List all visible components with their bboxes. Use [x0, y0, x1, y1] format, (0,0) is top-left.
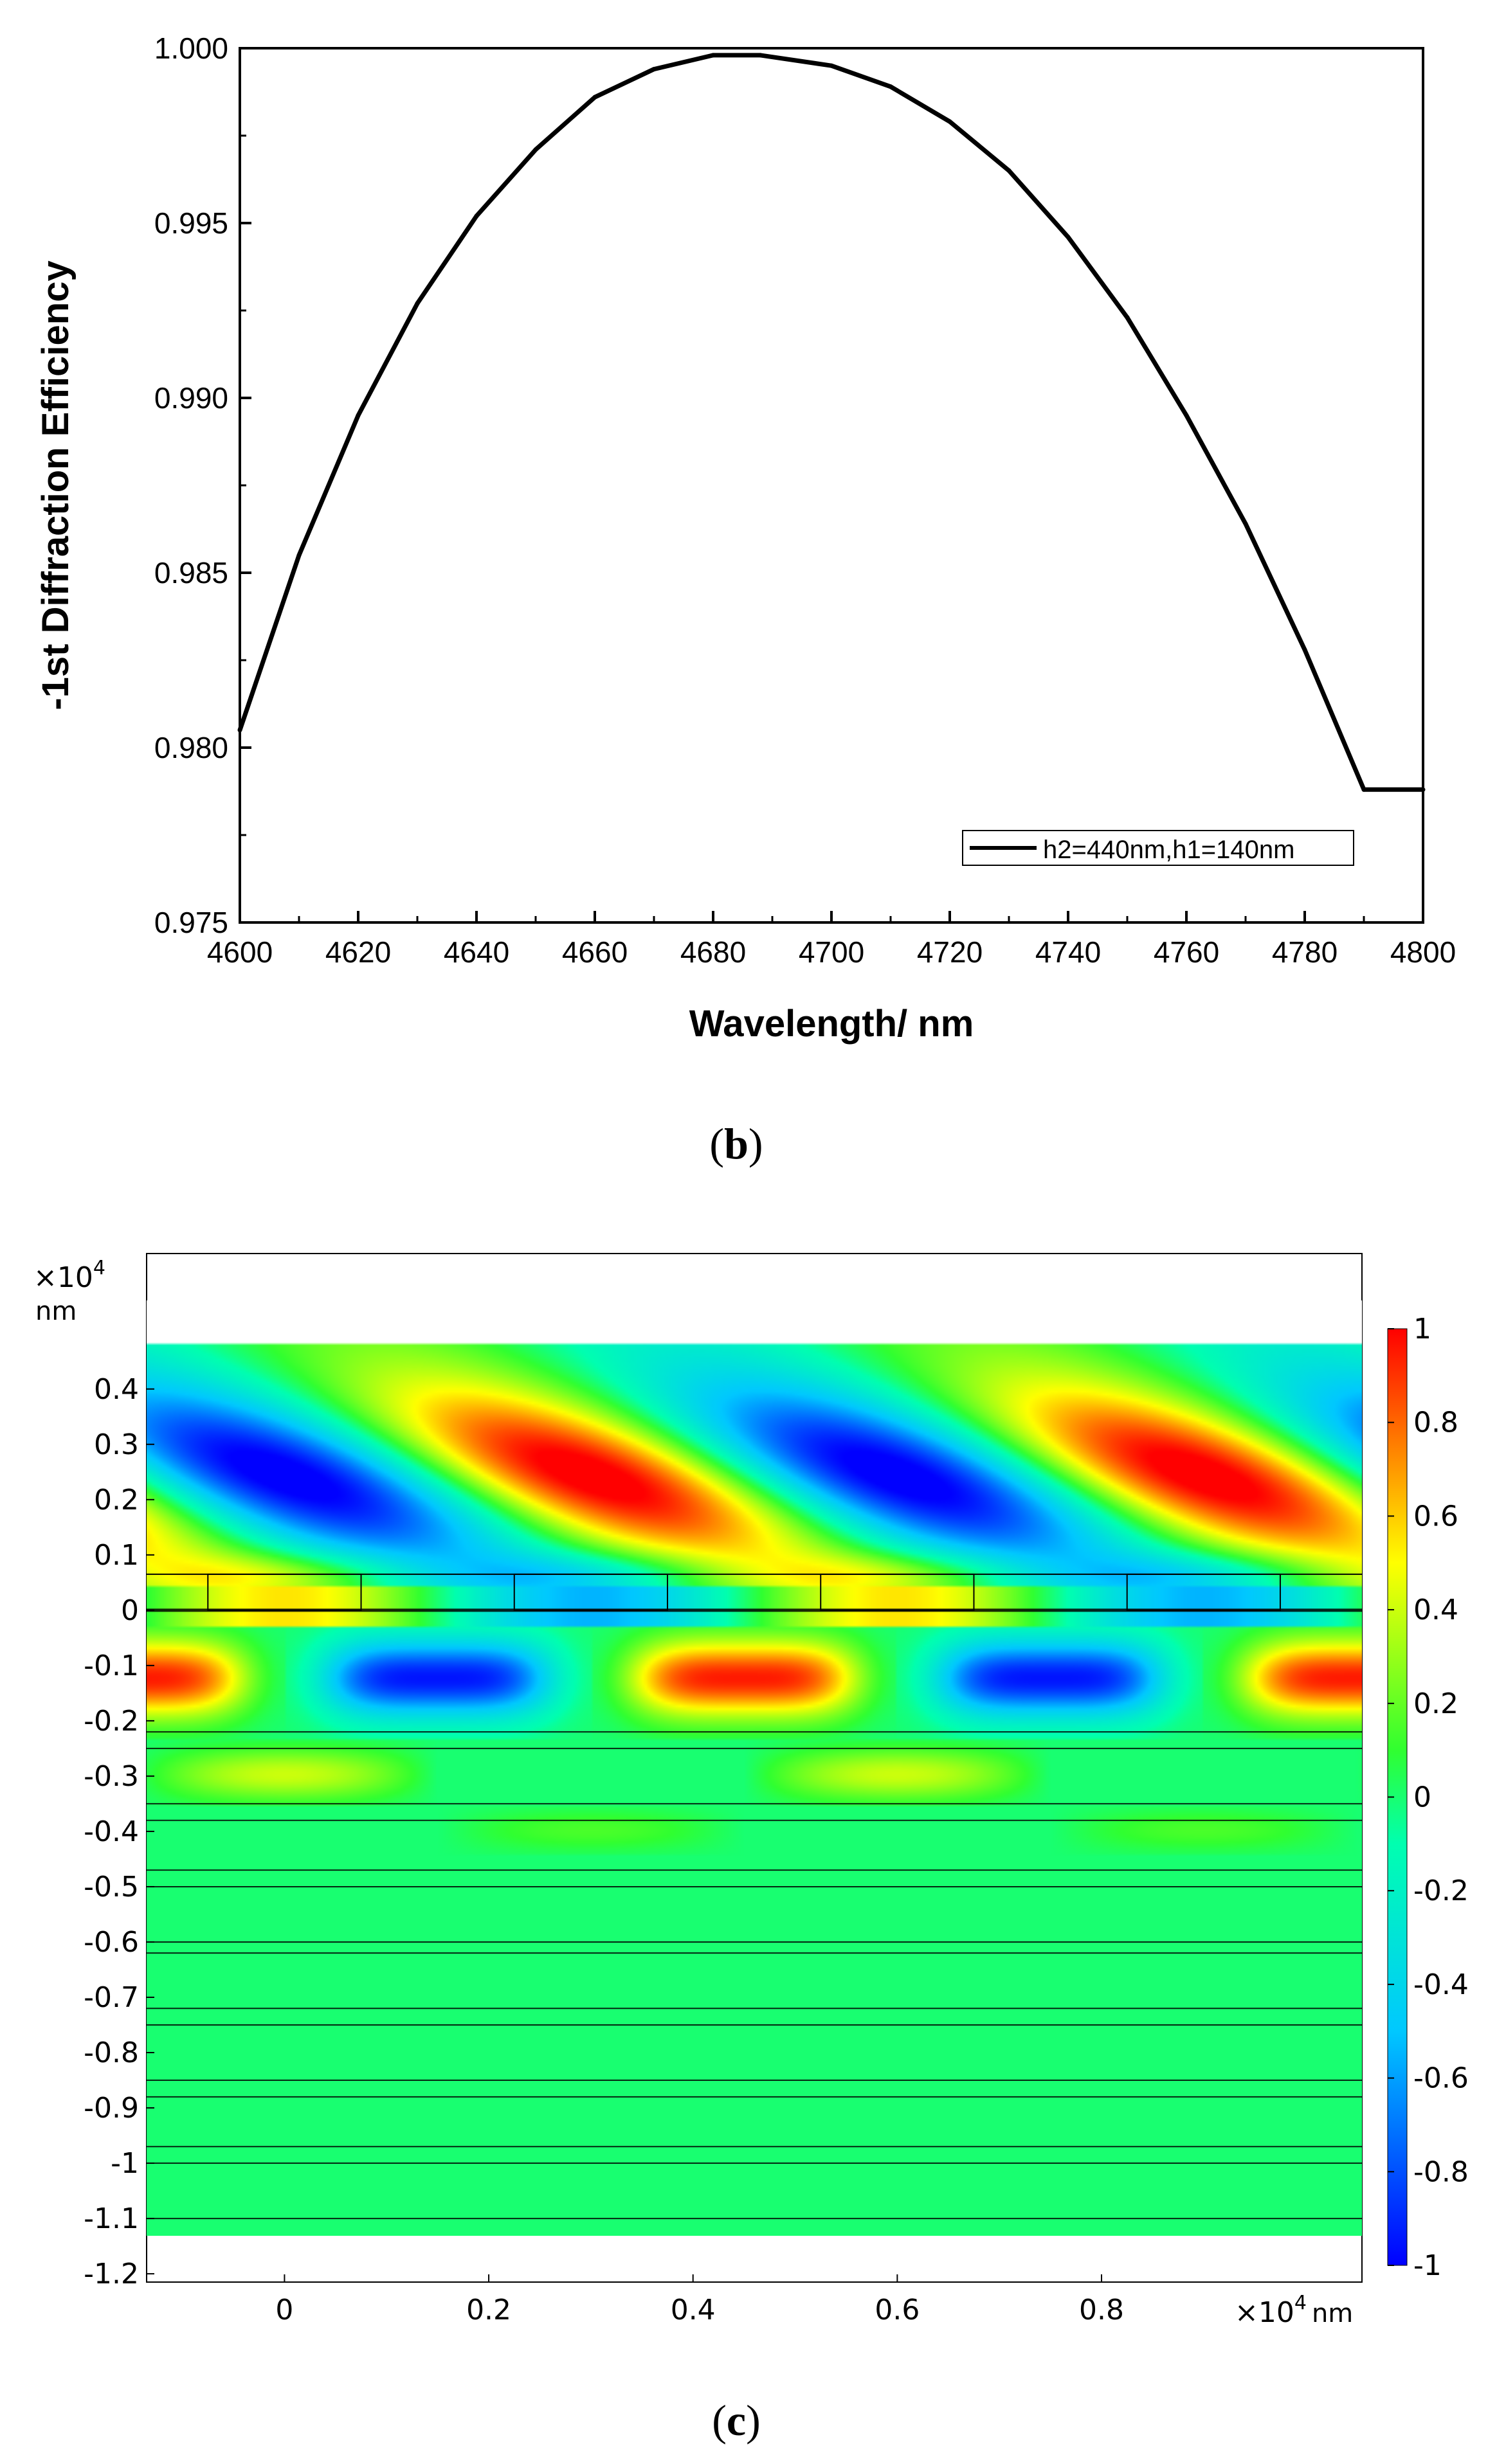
- y-tick-label: 0.2: [94, 1484, 139, 1516]
- y-tick-label: 0.4: [94, 1373, 139, 1406]
- grating-ridge: [820, 1573, 975, 1611]
- y-axis-ticks: 0.975 0.980 0.985 0.990 0.995 1.000: [154, 31, 251, 939]
- y-tick-label: -0.2: [84, 1705, 139, 1738]
- data-point: [592, 94, 597, 100]
- x-axis-ticks: 0 0.2 0.4 0.6 0.8: [275, 2274, 1124, 2326]
- data-point: [533, 147, 538, 152]
- colorbar-tick-label: 0.4: [1413, 1594, 1458, 1626]
- y-tick-label: 0.995: [154, 206, 228, 240]
- data-point: [829, 63, 834, 68]
- data-point: [296, 553, 302, 558]
- data-point: [1006, 168, 1012, 173]
- colorbar-tick-label: 0.6: [1413, 1500, 1458, 1533]
- y-tick-label: 0: [121, 1594, 139, 1627]
- y-tick-label: -0.8: [84, 2037, 139, 2069]
- series-line: [237, 53, 1423, 792]
- panel-b-line-chart: 4600 4620 4640 4660 4680 4700 4720 4740 4760 4780…: [35, 31, 1456, 1168]
- x-tick-label: 4800: [1390, 935, 1456, 969]
- y-tick-label: -0.7: [84, 1981, 139, 2014]
- data-point: [888, 84, 893, 89]
- data-point: [474, 213, 479, 219]
- legend-label: h2=440nm,h1=140nm: [1043, 836, 1294, 864]
- y-tick-label: 0.985: [154, 556, 228, 589]
- y-axis-ticks: 0.4 0.3 0.2 0.1 0 -0.1 -0.2 -0.3 -0.4 -0.5 -0.6 -0.…: [84, 1373, 154, 2290]
- data-point: [947, 119, 952, 124]
- panel-c-field-heatmap: 0 0.2 0.4 0.6 0.8 0.4 0.3 0.2 0.1 0 -0.1 -0.2 -0.3 -…: [33, 1253, 1469, 2445]
- x-tick-label: 4740: [1035, 935, 1101, 969]
- data-point: [651, 67, 657, 72]
- colorbar-tick-label: -1: [1413, 2249, 1442, 2282]
- series-layer: [237, 53, 1426, 792]
- colorbar-tick-label: -0.6: [1413, 2062, 1469, 2095]
- y-tick-label: 0.990: [154, 381, 228, 415]
- data-point: [1184, 413, 1189, 418]
- x-tick-label: 4620: [325, 935, 391, 969]
- grating-ridge: [1126, 1573, 1281, 1611]
- x-axis-label: Wavelength/ nm: [689, 1003, 974, 1045]
- grating-ridge: [207, 1573, 362, 1611]
- x-tick-label: 0: [275, 2294, 293, 2326]
- y-tick-label: -1.2: [84, 2258, 139, 2290]
- colorbar-tick-label: 0: [1413, 1781, 1431, 1814]
- y-axis-multiplier: ×104: [33, 1257, 105, 1294]
- x-axis-multiplier: ×104 nm: [1235, 2292, 1353, 2329]
- colorbar-tick-label: -0.8: [1413, 2155, 1469, 2188]
- y-axis-unit: nm: [35, 1297, 77, 1326]
- y-tick-label: -0.1: [84, 1650, 139, 1682]
- y-tick-label: 0.980: [154, 731, 228, 764]
- x-tick-label: 4600: [207, 935, 273, 969]
- x-tick-label: 0.6: [875, 2294, 920, 2326]
- data-point: [1066, 235, 1071, 240]
- y-tick-label: 1.000: [154, 31, 228, 65]
- y-tick-label: 0.975: [154, 906, 228, 939]
- caption-c: (c): [712, 2396, 761, 2445]
- colorbar-tick-label: 0.2: [1413, 1687, 1458, 1720]
- grating-ridge: [513, 1573, 668, 1611]
- colorbar-tick-label: 1: [1413, 1313, 1431, 1345]
- data-point: [1243, 521, 1248, 526]
- colorbar-ticks: 1 0.8 0.6 0.4 0.2 0 -0.2 -0.4 -0.6 -0.8 -1: [1388, 1313, 1469, 2282]
- y-tick-label: 0.3: [94, 1428, 139, 1461]
- x-tick-label: 0.8: [1079, 2294, 1124, 2326]
- data-point: [237, 728, 242, 733]
- data-point: [758, 53, 763, 58]
- structure-outline: [147, 1573, 1362, 2220]
- x-tick-label: 4780: [1272, 935, 1338, 969]
- field-map: [147, 1300, 1362, 2236]
- plot-frame: [239, 47, 1424, 924]
- field-heatmap-image: [147, 1300, 1362, 2236]
- x-axis-ticks: 4600 4620 4640 4660 4680 4700 4720 4740 4760 4780…: [207, 911, 1456, 969]
- x-tick-label: 4660: [562, 935, 628, 969]
- data-point: [356, 413, 361, 418]
- y-tick-label: -1: [111, 2147, 139, 2180]
- x-tick-label: 4680: [680, 935, 746, 969]
- data-point: [1420, 787, 1426, 792]
- x-tick-label: 4640: [444, 935, 509, 969]
- data-point: [1361, 787, 1366, 792]
- data-point: [1302, 647, 1307, 652]
- y-tick-label: -0.9: [84, 2092, 139, 2125]
- colorbar: 1 0.8 0.6 0.4 0.2 0 -0.2 -0.4 -0.6 -0.8 -1: [1387, 1313, 1469, 2282]
- y-tick-label: -1.1: [84, 2202, 139, 2235]
- colorbar-tick-label: 0.8: [1413, 1407, 1458, 1439]
- y-axis-label: -1st Diffraction Efficiency: [35, 260, 77, 710]
- y-tick-label: -0.3: [84, 1760, 139, 1793]
- x-tick-label: 4720: [917, 935, 983, 969]
- x-tick-label: 0.4: [671, 2294, 716, 2326]
- y-tick-label: 0.1: [94, 1539, 139, 1572]
- x-tick-label: 0.2: [466, 2294, 511, 2326]
- y-tick-label: -0.4: [84, 1815, 139, 1848]
- colorbar-tick-label: -0.4: [1413, 1968, 1469, 2001]
- x-tick-label: 4700: [799, 935, 864, 969]
- y-tick-label: -0.5: [84, 1871, 139, 1903]
- colorbar-tick-label: -0.2: [1413, 1875, 1469, 1907]
- y-tick-label: -0.6: [84, 1926, 139, 1959]
- data-point: [1125, 315, 1130, 320]
- data-point: [415, 301, 420, 306]
- x-tick-label: 4760: [1154, 935, 1219, 969]
- legend: h2=440nm,h1=140nm: [962, 830, 1354, 866]
- caption-b: (b): [709, 1119, 763, 1168]
- data-point: [711, 53, 716, 58]
